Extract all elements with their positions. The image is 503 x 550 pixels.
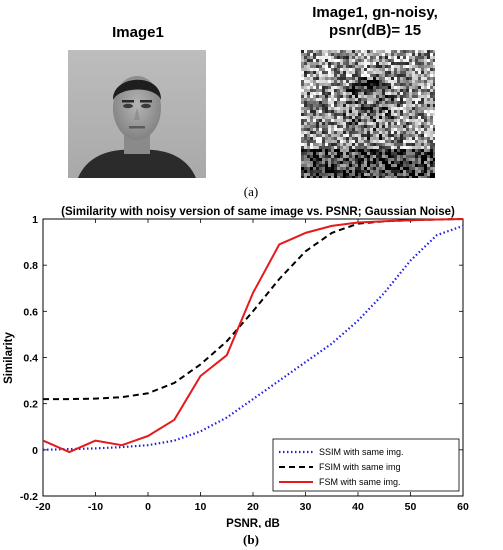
image1-photo bbox=[68, 50, 206, 178]
caption-b: (b) bbox=[243, 532, 259, 547]
image2-noisy-photo bbox=[301, 50, 435, 178]
x-tick-label: -10 bbox=[88, 501, 103, 513]
legend-label-3: FSM with same img. bbox=[319, 477, 401, 487]
x-tick-label: 40 bbox=[352, 501, 364, 513]
caption-a: (a) bbox=[243, 184, 259, 199]
y-tick-label: 0.8 bbox=[23, 260, 38, 272]
x-tick-label: 20 bbox=[247, 501, 259, 513]
x-tick-label: 50 bbox=[405, 501, 417, 513]
series-line-1 bbox=[42, 224, 464, 451]
y-tick-label: 0.2 bbox=[23, 399, 38, 411]
y-tick-label: 1 bbox=[32, 214, 38, 226]
y-tick-label: 0.6 bbox=[23, 306, 38, 318]
y-tick-label: 0 bbox=[32, 445, 38, 457]
similarity-chart: (Similarity with noisy version of same i… bbox=[3, 206, 469, 528]
y-tick-label: -0.2 bbox=[20, 491, 38, 503]
legend: SSIM with same img. FSIM with same img FSM… bbox=[272, 438, 460, 492]
x-tick-label: 30 bbox=[300, 501, 312, 513]
series-layer bbox=[42, 218, 464, 454]
series-line-2 bbox=[43, 218, 464, 401]
series-line-3 bbox=[42, 218, 464, 454]
x-axis-label: PSNR, dB bbox=[226, 518, 280, 528]
legend-label-1: SSIM with same img. bbox=[319, 447, 404, 457]
image2-title: Image1, gn-noisy, psnr(dB)= 15 bbox=[312, 4, 438, 39]
tick-layer: -20 -10 0 10 20 30 40 50 60 -0.2 0 0.2 0.4 0.6 0.8 1 bbox=[20, 214, 469, 513]
x-tick-label: 10 bbox=[195, 501, 207, 513]
x-tick-label: 0 bbox=[145, 501, 151, 513]
chart-title: (Similarity with noisy version of same i… bbox=[61, 206, 455, 218]
y-axis-label: Similarity bbox=[3, 332, 15, 384]
legend-label-2: FSIM with same img bbox=[319, 462, 401, 472]
x-tick-label: -20 bbox=[35, 501, 50, 513]
y-tick-label: 0.4 bbox=[23, 353, 38, 365]
x-tick-label: 60 bbox=[457, 501, 469, 513]
image1-title: Image1 bbox=[112, 24, 164, 41]
